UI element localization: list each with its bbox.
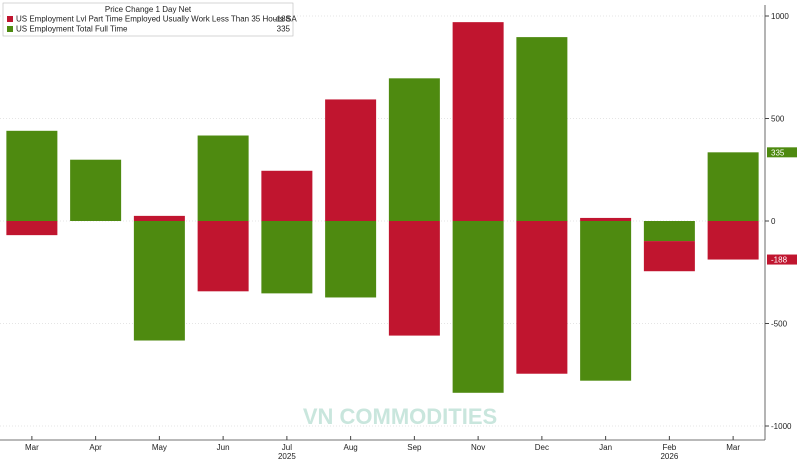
x-tick-label: Jan	[599, 443, 612, 452]
x-tick-label: Sep	[407, 443, 422, 452]
watermark: VN COMMODITIES	[303, 404, 497, 429]
bar	[6, 221, 58, 236]
legend-label: US Employment Lvl Part Time Employed Usu…	[16, 15, 297, 24]
y-tick-label: 500	[771, 115, 785, 124]
bar	[452, 22, 504, 222]
x-tick-label: Apr	[89, 443, 102, 452]
y-tick-label: -500	[771, 320, 788, 329]
bar	[197, 221, 249, 292]
y-tick-label: 0	[771, 217, 776, 226]
x-tick-label: Jun	[217, 443, 230, 452]
bar	[707, 221, 759, 260]
last-value-tag	[767, 254, 797, 265]
bar	[516, 37, 568, 221]
last-value-label: -188	[771, 256, 788, 265]
year-label: 2025	[278, 452, 296, 460]
bar	[6, 130, 58, 221]
x-tick-label: Nov	[471, 443, 485, 452]
last-value-label: 335	[771, 148, 785, 157]
bar	[133, 221, 185, 341]
bar	[133, 215, 185, 221]
bar	[452, 221, 504, 393]
bar	[707, 152, 759, 221]
legend-label: US Employment Total Full Time	[16, 25, 128, 34]
legend-last-value: 335	[277, 25, 291, 34]
bar	[580, 217, 632, 221]
year-label: 2026	[660, 452, 678, 460]
bar	[580, 221, 632, 381]
x-tick-label: Aug	[344, 443, 358, 452]
bar	[516, 221, 568, 374]
x-tick-label: Jul	[282, 443, 292, 452]
bar	[261, 170, 313, 221]
bar	[197, 135, 249, 221]
legend-title: Price Change 1 Day Net	[105, 5, 192, 14]
x-tick-label: May	[152, 443, 167, 452]
y-tick-label: 1000	[771, 12, 789, 21]
legend-swatch	[7, 16, 13, 22]
legend-last-value: -188	[274, 15, 291, 24]
x-tick-label: Dec	[535, 443, 549, 452]
legend-box	[2, 2, 294, 37]
bar	[388, 221, 440, 336]
x-tick-label: Mar	[25, 443, 39, 452]
bar	[261, 221, 313, 294]
bar	[388, 78, 440, 221]
last-value-tag	[767, 147, 797, 158]
x-tick-label: Mar	[726, 443, 740, 452]
bar	[70, 159, 122, 221]
y-tick-label: -1000	[771, 422, 792, 431]
bar	[325, 99, 377, 221]
legend-swatch	[7, 26, 13, 32]
bar	[643, 241, 695, 272]
bar	[325, 221, 377, 298]
bar	[643, 221, 695, 242]
x-tick-label: Feb	[662, 443, 676, 452]
